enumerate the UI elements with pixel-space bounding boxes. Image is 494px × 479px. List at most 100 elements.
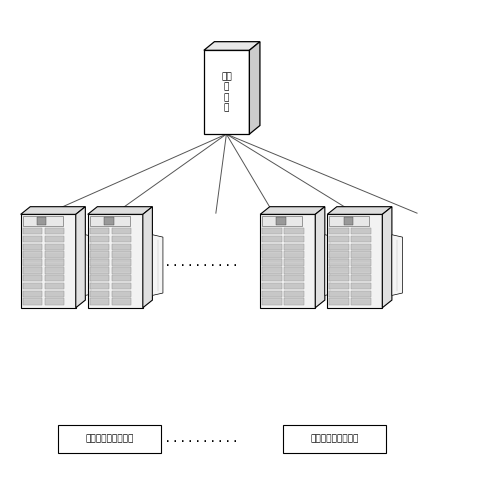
Polygon shape: [112, 259, 131, 266]
Polygon shape: [260, 215, 315, 308]
Text: 用户移动智能器设备: 用户移动智能器设备: [310, 434, 359, 443]
Polygon shape: [89, 298, 109, 305]
Polygon shape: [23, 291, 42, 297]
Text: ..........: ..........: [164, 432, 239, 445]
Polygon shape: [262, 267, 282, 274]
Polygon shape: [44, 259, 64, 266]
Polygon shape: [284, 236, 304, 242]
Polygon shape: [112, 251, 131, 258]
Polygon shape: [277, 217, 286, 225]
Polygon shape: [329, 259, 349, 266]
Polygon shape: [44, 275, 64, 281]
Polygon shape: [112, 291, 131, 297]
Polygon shape: [343, 217, 353, 225]
Polygon shape: [21, 215, 76, 308]
Polygon shape: [85, 235, 96, 296]
Polygon shape: [262, 291, 282, 297]
FancyBboxPatch shape: [58, 425, 161, 453]
Polygon shape: [329, 236, 349, 242]
Polygon shape: [351, 291, 371, 297]
Polygon shape: [23, 236, 42, 242]
Text: ..........: ..........: [164, 255, 239, 269]
Polygon shape: [284, 291, 304, 297]
Polygon shape: [351, 236, 371, 242]
Polygon shape: [262, 216, 302, 227]
Polygon shape: [327, 207, 392, 215]
Polygon shape: [262, 236, 282, 242]
Polygon shape: [329, 298, 349, 305]
Polygon shape: [89, 228, 109, 234]
Polygon shape: [37, 217, 46, 225]
Polygon shape: [329, 275, 349, 281]
Polygon shape: [143, 207, 152, 308]
Polygon shape: [44, 236, 64, 242]
Polygon shape: [23, 283, 42, 289]
Polygon shape: [23, 228, 42, 234]
Polygon shape: [284, 275, 304, 281]
FancyBboxPatch shape: [283, 425, 386, 453]
Polygon shape: [44, 244, 64, 250]
Polygon shape: [89, 244, 109, 250]
Polygon shape: [315, 207, 325, 308]
Polygon shape: [382, 207, 392, 308]
Polygon shape: [329, 251, 349, 258]
Polygon shape: [262, 298, 282, 305]
Polygon shape: [152, 235, 163, 296]
Polygon shape: [329, 291, 349, 297]
Polygon shape: [112, 244, 131, 250]
Polygon shape: [260, 207, 325, 215]
Polygon shape: [76, 207, 85, 308]
Polygon shape: [249, 42, 260, 134]
Polygon shape: [262, 228, 282, 234]
Text: 用户移动智能器设备: 用户移动智能器设备: [85, 434, 133, 443]
Polygon shape: [325, 235, 335, 296]
Polygon shape: [104, 217, 114, 225]
Polygon shape: [351, 259, 371, 266]
Polygon shape: [112, 275, 131, 281]
Polygon shape: [112, 236, 131, 242]
Polygon shape: [284, 298, 304, 305]
Polygon shape: [284, 283, 304, 289]
Polygon shape: [23, 244, 42, 250]
Polygon shape: [23, 216, 63, 227]
Polygon shape: [204, 50, 249, 134]
Polygon shape: [284, 244, 304, 250]
Polygon shape: [88, 207, 152, 215]
Polygon shape: [44, 267, 64, 274]
Polygon shape: [44, 298, 64, 305]
Polygon shape: [23, 267, 42, 274]
Polygon shape: [89, 267, 109, 274]
Polygon shape: [351, 251, 371, 258]
Polygon shape: [262, 283, 282, 289]
Polygon shape: [44, 283, 64, 289]
Polygon shape: [89, 275, 109, 281]
Polygon shape: [327, 215, 382, 308]
Polygon shape: [262, 275, 282, 281]
Polygon shape: [329, 228, 349, 234]
Polygon shape: [89, 251, 109, 258]
Polygon shape: [89, 283, 109, 289]
Polygon shape: [262, 251, 282, 258]
Polygon shape: [23, 259, 42, 266]
Polygon shape: [23, 275, 42, 281]
Polygon shape: [262, 259, 282, 266]
Polygon shape: [204, 42, 260, 50]
Polygon shape: [112, 267, 131, 274]
Polygon shape: [351, 267, 371, 274]
Polygon shape: [44, 291, 64, 297]
Polygon shape: [23, 298, 42, 305]
Polygon shape: [351, 298, 371, 305]
Polygon shape: [329, 283, 349, 289]
Polygon shape: [284, 259, 304, 266]
Polygon shape: [329, 216, 369, 227]
Polygon shape: [88, 215, 143, 308]
Polygon shape: [44, 251, 64, 258]
Polygon shape: [89, 216, 130, 227]
Polygon shape: [89, 259, 109, 266]
Polygon shape: [89, 291, 109, 297]
Polygon shape: [329, 244, 349, 250]
Polygon shape: [351, 275, 371, 281]
Polygon shape: [112, 228, 131, 234]
Polygon shape: [23, 251, 42, 258]
Polygon shape: [21, 207, 85, 215]
